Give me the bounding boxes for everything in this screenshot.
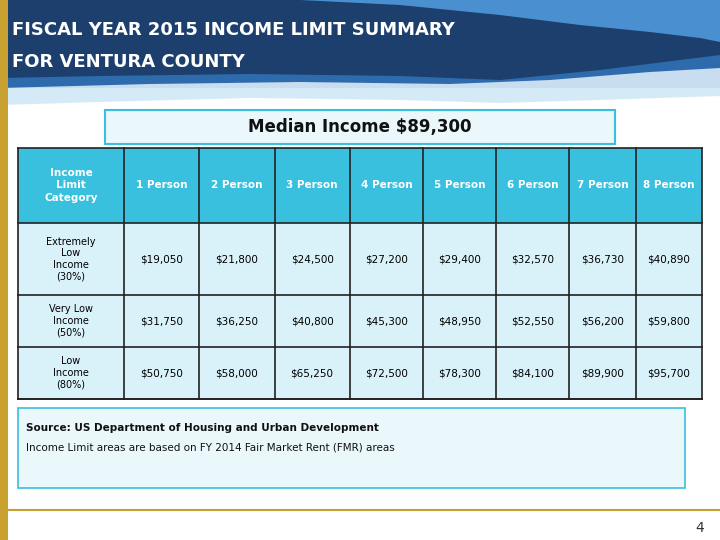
- Text: FOR VENTURA COUNTY: FOR VENTURA COUNTY: [12, 53, 245, 71]
- Bar: [18, 347, 702, 399]
- Text: Low
Income
(80%): Low Income (80%): [53, 356, 89, 389]
- Text: $72,500: $72,500: [365, 368, 408, 378]
- Text: 2 Person: 2 Person: [211, 180, 263, 191]
- Text: 4 Person: 4 Person: [361, 180, 412, 191]
- Text: 6 Person: 6 Person: [507, 180, 559, 191]
- Text: Source: US Department of Housing and Urban Development: Source: US Department of Housing and Urb…: [26, 423, 379, 433]
- Text: 3 Person: 3 Person: [287, 180, 338, 191]
- Text: $58,000: $58,000: [215, 368, 258, 378]
- Text: $89,900: $89,900: [581, 368, 624, 378]
- Text: $40,890: $40,890: [647, 254, 690, 264]
- Text: $52,550: $52,550: [511, 316, 554, 326]
- Text: 8 Person: 8 Person: [643, 180, 695, 191]
- Text: $24,500: $24,500: [291, 254, 333, 264]
- Text: Income Limit areas are based on FY 2014 Fair Market Rent (FMR) areas: Income Limit areas are based on FY 2014 …: [26, 443, 395, 453]
- Polygon shape: [0, 55, 720, 88]
- Text: $31,750: $31,750: [140, 316, 183, 326]
- Text: $56,200: $56,200: [581, 316, 624, 326]
- Text: FISCAL YEAR 2015 INCOME LIMIT SUMMARY: FISCAL YEAR 2015 INCOME LIMIT SUMMARY: [12, 21, 455, 39]
- Text: $65,250: $65,250: [291, 368, 333, 378]
- Bar: [0, 0, 720, 88]
- Text: $36,730: $36,730: [581, 254, 624, 264]
- Text: $84,100: $84,100: [511, 368, 554, 378]
- Text: $45,300: $45,300: [365, 316, 408, 326]
- Text: Extremely
Low
Income
(30%): Extremely Low Income (30%): [46, 237, 96, 281]
- Bar: [18, 148, 702, 223]
- Text: $48,950: $48,950: [438, 316, 481, 326]
- Text: 7 Person: 7 Person: [577, 180, 629, 191]
- Text: $50,750: $50,750: [140, 368, 183, 378]
- Text: $59,800: $59,800: [647, 316, 690, 326]
- Text: $21,800: $21,800: [215, 254, 258, 264]
- Text: $78,300: $78,300: [438, 368, 481, 378]
- Text: $36,250: $36,250: [215, 316, 258, 326]
- Text: $40,800: $40,800: [291, 316, 333, 326]
- Text: Median Income $89,300: Median Income $89,300: [248, 118, 472, 136]
- Polygon shape: [0, 68, 720, 88]
- Text: $27,200: $27,200: [365, 254, 408, 264]
- Bar: [0, 0, 8, 540]
- FancyBboxPatch shape: [18, 408, 685, 488]
- Text: $95,700: $95,700: [647, 368, 690, 378]
- Bar: [18, 223, 702, 295]
- Polygon shape: [0, 88, 720, 105]
- Text: Income
Limit
Category: Income Limit Category: [44, 168, 98, 203]
- Text: $19,050: $19,050: [140, 254, 183, 264]
- Text: Very Low
Income
(50%): Very Low Income (50%): [49, 305, 93, 338]
- FancyBboxPatch shape: [105, 110, 615, 144]
- Text: 5 Person: 5 Person: [433, 180, 485, 191]
- Text: 1 Person: 1 Person: [136, 180, 187, 191]
- Bar: [18, 295, 702, 347]
- Text: $32,570: $32,570: [511, 254, 554, 264]
- Polygon shape: [300, 0, 720, 42]
- Text: 4: 4: [696, 521, 704, 535]
- Text: $29,400: $29,400: [438, 254, 481, 264]
